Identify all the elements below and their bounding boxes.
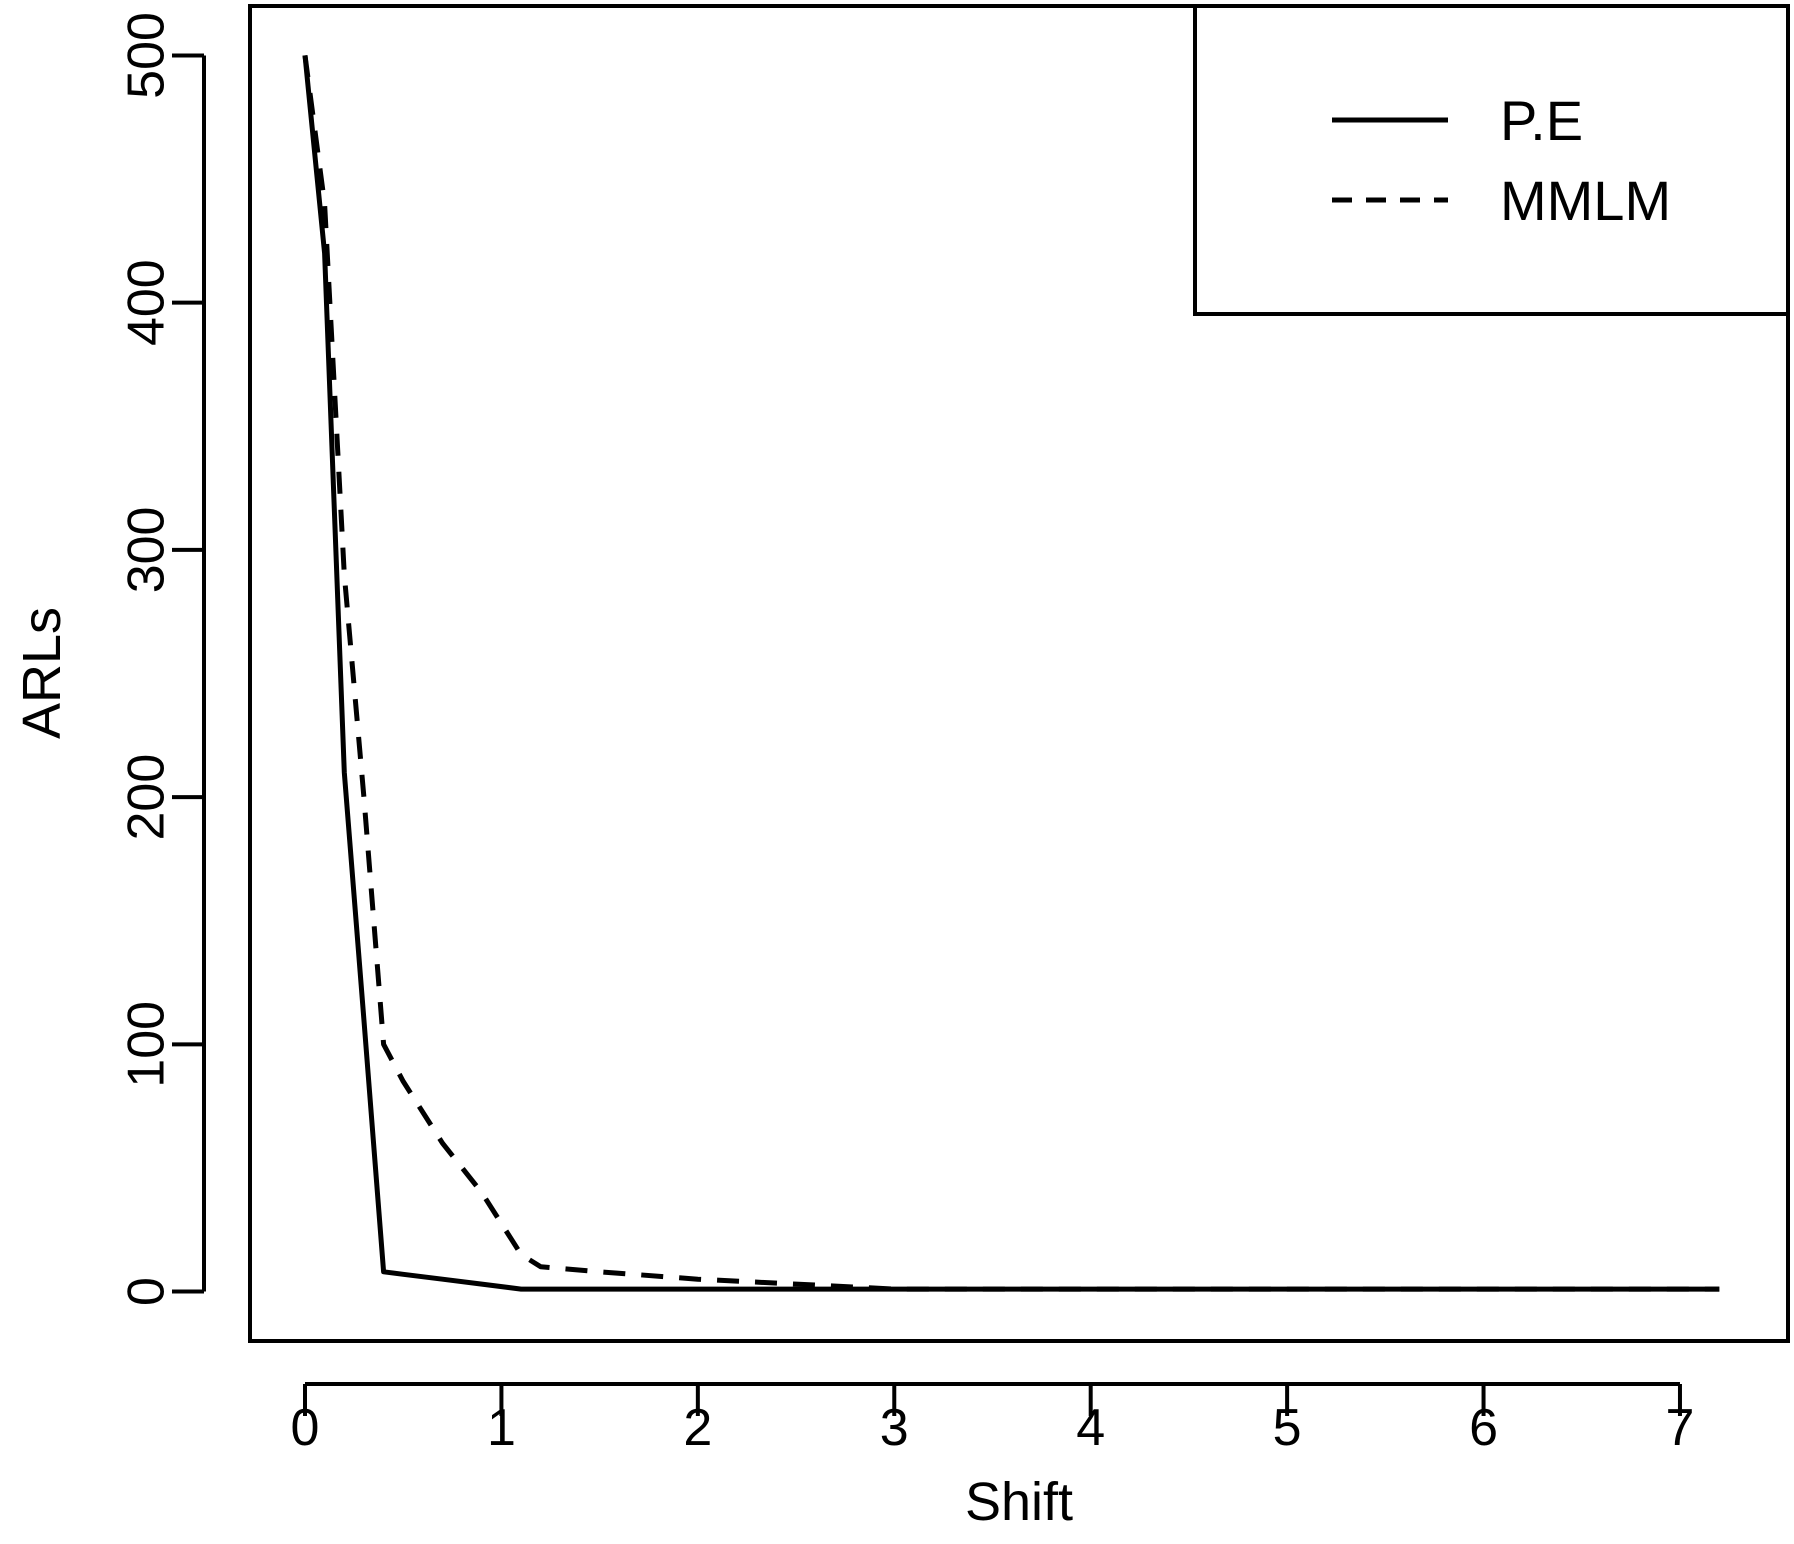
y-tick-label: 100 [118,1001,176,1088]
x-axis-title: Shift [965,1472,1073,1532]
legend-label-p-e: P.E [1500,89,1583,152]
y-tick-label: 400 [118,259,176,346]
series-line-mmlm [302,55,1720,1292]
x-tick-label: 3 [880,1399,909,1457]
x-tick-label: 7 [1666,1399,1695,1457]
y-axis: 0 100 200 300 400 500 [118,12,206,1306]
y-tick-label: 0 [118,1277,176,1306]
x-tick-label: 1 [487,1399,516,1457]
series-layer [302,55,1720,1292]
x-tick-label: 5 [1273,1399,1302,1457]
x-tick-label: 4 [1076,1399,1105,1457]
plot-frame [248,4,1790,1343]
legend: P.E MMLM [1193,4,1790,316]
y-axis-title: ARLs [12,607,72,739]
x-tick-label: 6 [1469,1399,1498,1457]
y-tick-label: 500 [118,12,176,99]
x-tick-label: 2 [683,1399,712,1457]
legend-box [1193,4,1790,316]
legend-label-mmlm: MMLM [1500,169,1671,232]
x-axis: 0 1 2 3 4 5 6 7 [291,1382,1695,1457]
y-tick-label: 200 [118,754,176,841]
y-tick-label: 300 [118,507,176,594]
x-tick-label: 0 [291,1399,320,1457]
